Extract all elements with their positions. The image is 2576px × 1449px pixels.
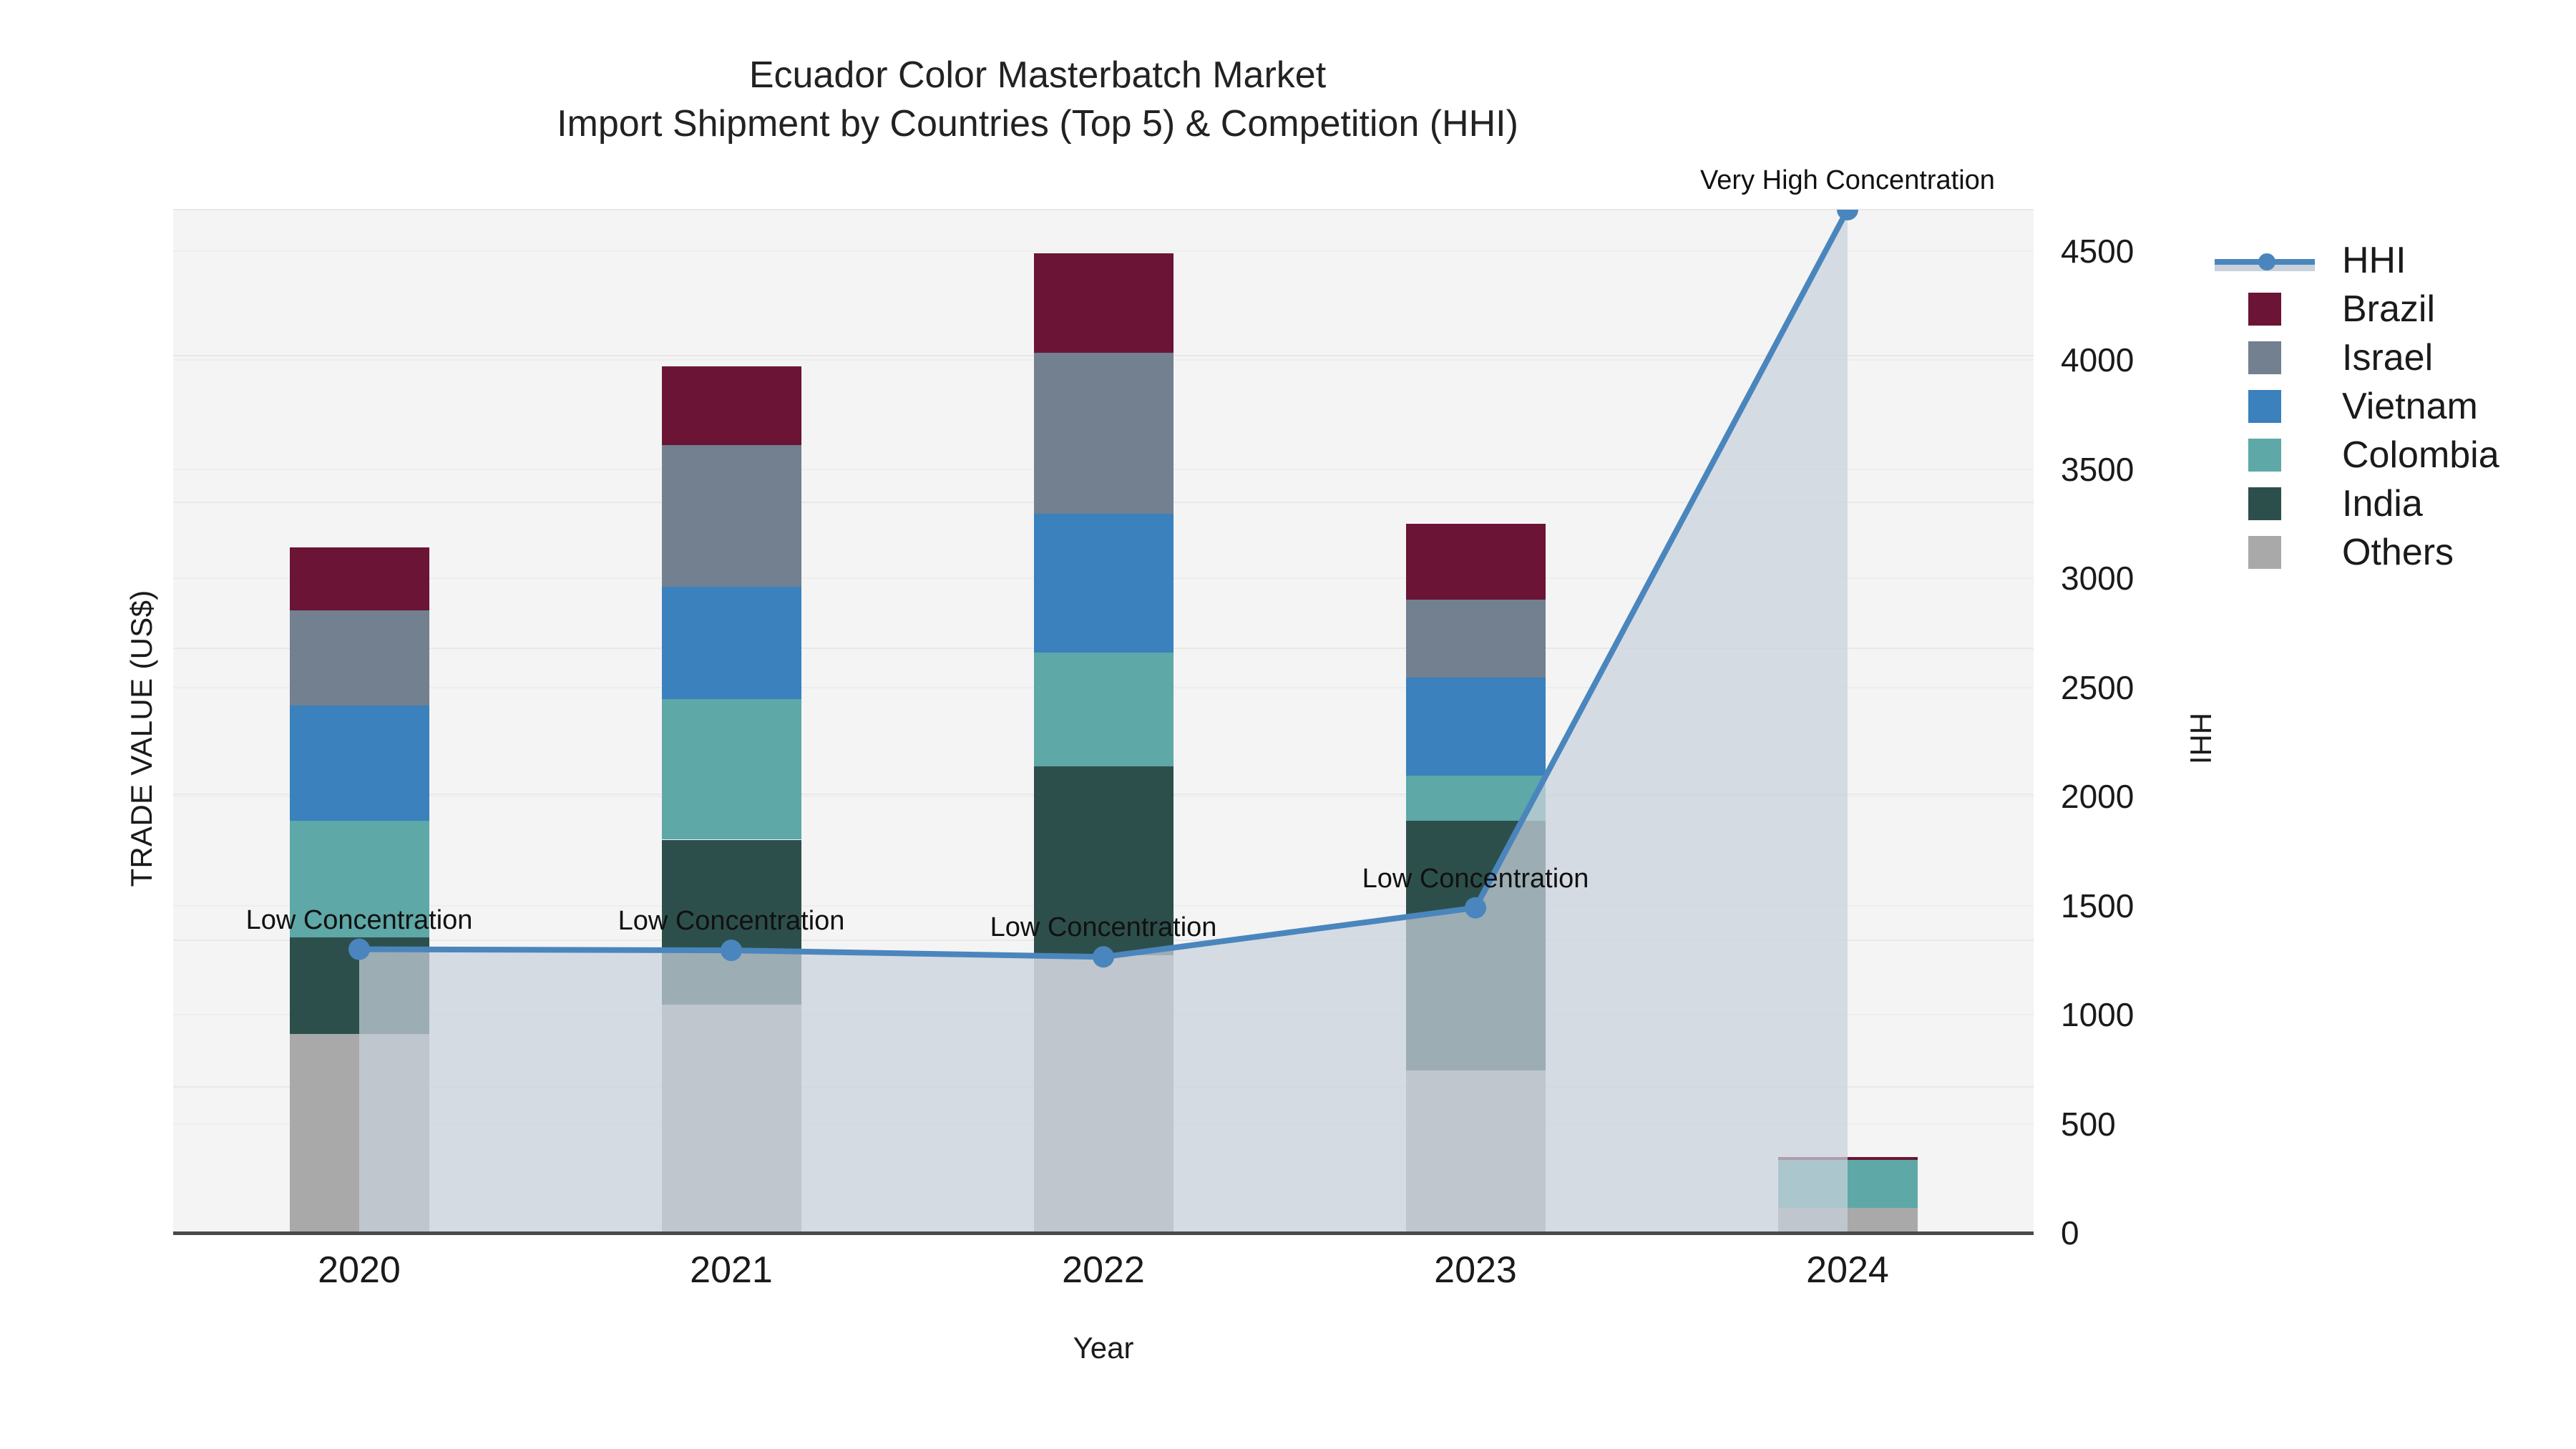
legend-swatch-israel (2248, 341, 2281, 374)
legend-item-vietnam[interactable]: Vietnam (2215, 382, 2499, 431)
bar-segment-vietnam-2023[interactable] (1405, 677, 1546, 776)
x-axis-line (173, 1231, 2034, 1235)
hhi-annotation-2020: Low Concentration (245, 904, 473, 935)
legend-item-others[interactable]: Others (2215, 528, 2499, 577)
legend-label-hhi: HHI (2342, 240, 2406, 281)
y-right-tick: 1000 (2061, 996, 2135, 1034)
x-tick-2021: 2021 (690, 1249, 773, 1291)
legend-label-brazil: Brazil (2342, 288, 2436, 330)
legend-swatch-india (2248, 487, 2281, 520)
chart-title-line-2: Import Shipment by Countries (Top 5) & C… (557, 102, 1518, 145)
y-right-tick: 4000 (2061, 341, 2135, 379)
legend-line-swatch (2215, 244, 2315, 277)
legend-swatch-vietnam (2248, 390, 2281, 423)
chart-title-line-1: Ecuador Color Masterbatch Market (748, 54, 1327, 96)
bar-segment-israel-2022[interactable] (1033, 353, 1174, 514)
y-right-tick: 500 (2061, 1105, 2116, 1143)
hhi-annotation-2022: Low Concentration (990, 912, 1217, 943)
hhi-marker-2024[interactable] (1837, 210, 1858, 220)
bar-segment-brazil-2022[interactable] (1033, 253, 1174, 353)
x-tick-2020: 2020 (318, 1249, 401, 1291)
chart-title: Ecuador Color Masterbatch Market Import … (0, 52, 2075, 148)
legend-label-israel: Israel (2342, 337, 2434, 379)
x-axis-label: Year (1073, 1331, 1134, 1365)
legend-swatch-others (2248, 536, 2281, 569)
legend-item-brazil[interactable]: Brazil (2215, 285, 2499, 333)
bar-segment-israel-2023[interactable] (1405, 600, 1546, 678)
y-right-tick: 4500 (2061, 232, 2135, 270)
hhi-area-fill (359, 210, 1848, 1233)
hhi-marker-2021[interactable] (721, 940, 742, 962)
y-right-tick: 2000 (2061, 778, 2135, 816)
bar-segment-vietnam-2020[interactable] (289, 705, 429, 821)
x-tick-2023: 2023 (1434, 1249, 1517, 1291)
bar-segment-colombia-2020[interactable] (289, 820, 429, 938)
y-right-tick: 3000 (2061, 560, 2135, 597)
hhi-marker-2023[interactable] (1465, 897, 1486, 919)
y-right-tick: 3500 (2061, 450, 2135, 488)
bar-segment-colombia-2023[interactable] (1405, 775, 1546, 821)
x-tick-2022: 2022 (1062, 1249, 1145, 1291)
plot-area: Low Concentration Low Concentration Low Co… (173, 165, 2034, 1234)
legend-swatch-brazil (2248, 293, 2281, 326)
legend: HHI Brazil Israel Vietnam Colombia India Other… (2215, 236, 2499, 577)
legend-item-colombia[interactable]: Colombia (2215, 431, 2499, 479)
hhi-overlay (348, 210, 1858, 1233)
legend-item-india[interactable]: India (2215, 479, 2499, 528)
y-right-tick: 2500 (2061, 668, 2135, 706)
legend-label-india: India (2342, 483, 2423, 525)
gridline-secondary (173, 250, 2034, 252)
y-right-tick: 0 (2061, 1214, 2079, 1252)
gridline (173, 209, 2034, 210)
x-tick-2024: 2024 (1806, 1249, 1889, 1291)
hhi-annotation-2023: Low Concentration (1362, 863, 1589, 894)
bar-segment-brazil-2023[interactable] (1405, 524, 1546, 600)
bar-segment-colombia-2021[interactable] (661, 699, 801, 840)
y-right-tick: 1500 (2061, 887, 2135, 924)
y-axis-right-label: HHI (2184, 712, 2218, 765)
legend-label-vietnam: Vietnam (2342, 386, 2478, 427)
bar-segment-vietnam-2021[interactable] (661, 587, 801, 700)
legend-label-colombia: Colombia (2342, 434, 2499, 476)
bar-segment-israel-2021[interactable] (661, 444, 801, 587)
bar-segment-israel-2020[interactable] (289, 610, 429, 706)
bar-segment-vietnam-2022[interactable] (1033, 513, 1174, 653)
hhi-marker-2020[interactable] (348, 938, 370, 960)
bar-segment-india-2022[interactable] (1033, 766, 1174, 955)
bar-segment-brazil-2020[interactable] (289, 547, 429, 610)
legend-swatch-colombia (2248, 439, 2281, 472)
legend-marker-dot (2258, 253, 2275, 270)
legend-label-others: Others (2342, 532, 2454, 573)
hhi-annotation-2021: Low Concentration (618, 906, 845, 937)
bar-segment-brazil-2021[interactable] (661, 366, 801, 445)
legend-item-israel[interactable]: Israel (2215, 333, 2499, 382)
hhi-marker-2022[interactable] (1093, 946, 1114, 968)
y-axis-left-label: TRADE VALUE (US$) (125, 590, 158, 887)
bar-segment-colombia-2022[interactable] (1033, 653, 1174, 767)
legend-item-hhi[interactable]: HHI (2215, 236, 2499, 285)
hhi-annotation-2024: Very High Concentration (1700, 165, 1995, 195)
